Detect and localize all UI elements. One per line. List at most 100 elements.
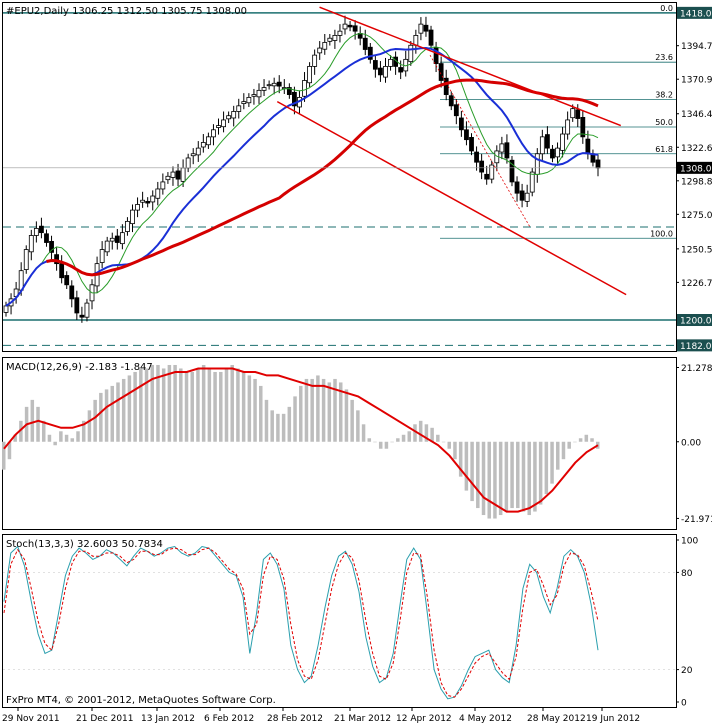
- candle-body: [226, 115, 232, 120]
- candle-body: [160, 181, 166, 190]
- macd-histogram-bar: [270, 410, 274, 442]
- stoch-y-tick-label: 100: [681, 537, 698, 547]
- candle-body: [292, 91, 297, 107]
- candle-body: [256, 89, 262, 98]
- candle-body: [367, 46, 373, 60]
- macd-histogram-bar: [504, 441, 509, 512]
- candle-body: [565, 119, 571, 135]
- stoch-y-tick-label: 80: [681, 569, 693, 579]
- candle-body: [104, 240, 110, 253]
- macd-histogram-bar: [527, 441, 531, 516]
- macd-histogram-bar: [36, 406, 40, 442]
- candle-body: [236, 105, 242, 112]
- candle-body: [347, 24, 353, 28]
- fib-label: 61.8: [655, 145, 673, 154]
- macd-histogram-bar: [573, 441, 577, 443]
- candle-body: [524, 192, 530, 202]
- candle-body: [23, 249, 29, 270]
- stoch-y-tick-label: 0: [681, 699, 687, 709]
- macd-histogram-bar: [150, 364, 154, 442]
- fib-label: 100.0: [650, 229, 673, 238]
- current-price-tag: [677, 161, 712, 174]
- channel-line: [319, 6, 622, 127]
- macd-histogram-bar: [207, 368, 212, 442]
- x-tick-label: 19 Jun 2012: [586, 714, 640, 724]
- candle-body: [99, 249, 105, 263]
- price-pane: [2, 2, 677, 352]
- macd-histogram-bar: [378, 441, 383, 449]
- macd-histogram-bar: [179, 368, 183, 442]
- candle-body: [428, 29, 434, 46]
- macd-histogram-bar: [70, 438, 75, 442]
- macd-histogram-bar: [458, 441, 463, 477]
- macd-histogram-bar: [327, 382, 332, 442]
- candle-body: [216, 125, 221, 128]
- candle-body: [560, 133, 565, 151]
- fib-label: 23.6: [655, 53, 673, 62]
- candle-body: [307, 66, 312, 84]
- macd-histogram-bar: [561, 441, 566, 460]
- candle-body: [504, 142, 510, 159]
- x-tick-label: 12 Apr 2012: [396, 714, 452, 724]
- candle-body: [534, 153, 540, 175]
- macd-histogram-bar: [64, 434, 69, 442]
- macd-histogram-bar: [338, 382, 343, 442]
- fib-label: 0.0: [660, 4, 673, 13]
- candle-body: [44, 233, 49, 243]
- candle-body: [595, 159, 601, 169]
- candle-body: [221, 119, 226, 128]
- candle-body: [195, 147, 201, 156]
- candle-body: [580, 117, 586, 138]
- candle-body: [337, 30, 343, 36]
- macd-histogram-bar: [230, 364, 234, 442]
- macd-histogram-bar: [390, 441, 394, 443]
- macd-histogram-bar: [321, 378, 326, 442]
- macd-signal-line: [3, 367, 599, 513]
- macd-histogram-bar: [447, 441, 451, 449]
- candle-body: [79, 314, 85, 318]
- candle-body: [448, 95, 454, 107]
- price-level-tag: [677, 6, 712, 19]
- moving-average-line: [5, 32, 599, 307]
- x-tick-label: 13 Jan 2012: [141, 714, 195, 724]
- candle-body: [119, 232, 125, 245]
- candle-body: [322, 42, 328, 50]
- candle-body: [114, 235, 120, 243]
- trend-dotted-line: [429, 54, 531, 228]
- macd-histogram-bar: [41, 420, 46, 442]
- candle-body: [165, 175, 171, 181]
- price-level-tag-label: 1200.00: [680, 317, 712, 327]
- candle-body: [327, 37, 333, 42]
- macd-histogram-bar: [550, 441, 554, 484]
- macd-histogram-bar: [93, 399, 97, 442]
- candle-body: [342, 23, 348, 30]
- candle-body: [509, 159, 515, 183]
- macd-histogram-bar: [556, 441, 560, 470]
- fib-label: 50.0: [655, 118, 673, 127]
- candle-body: [550, 148, 555, 159]
- candle-body: [246, 96, 252, 104]
- macd-histogram-bar: [144, 368, 149, 442]
- candle-body: [39, 225, 44, 234]
- x-tick-label: 21 Mar 2012: [334, 714, 391, 724]
- candle-body: [28, 235, 34, 253]
- stoch-pane: [2, 534, 677, 708]
- candle-body: [145, 200, 151, 204]
- candle-body: [372, 60, 378, 70]
- macd-histogram-bar: [567, 441, 571, 449]
- y-tick-label: 1226.70: [681, 279, 712, 289]
- x-tick-label: 29 Nov 2011: [2, 714, 60, 724]
- macd-histogram-bar: [590, 438, 594, 442]
- candle-body: [271, 82, 277, 87]
- candle-body: [479, 160, 485, 173]
- candle-body: [185, 157, 191, 169]
- moving-average-line: [46, 78, 599, 277]
- macd-histogram-bar: [161, 368, 166, 442]
- candle-body: [529, 171, 535, 193]
- macd-histogram-bar: [510, 441, 514, 509]
- candle-body: [332, 35, 338, 41]
- macd-histogram-bar: [87, 410, 92, 442]
- current-price-tag-label: 1308.00: [680, 164, 712, 174]
- macd-histogram-bar: [219, 371, 223, 442]
- macd-histogram-bar: [53, 441, 57, 446]
